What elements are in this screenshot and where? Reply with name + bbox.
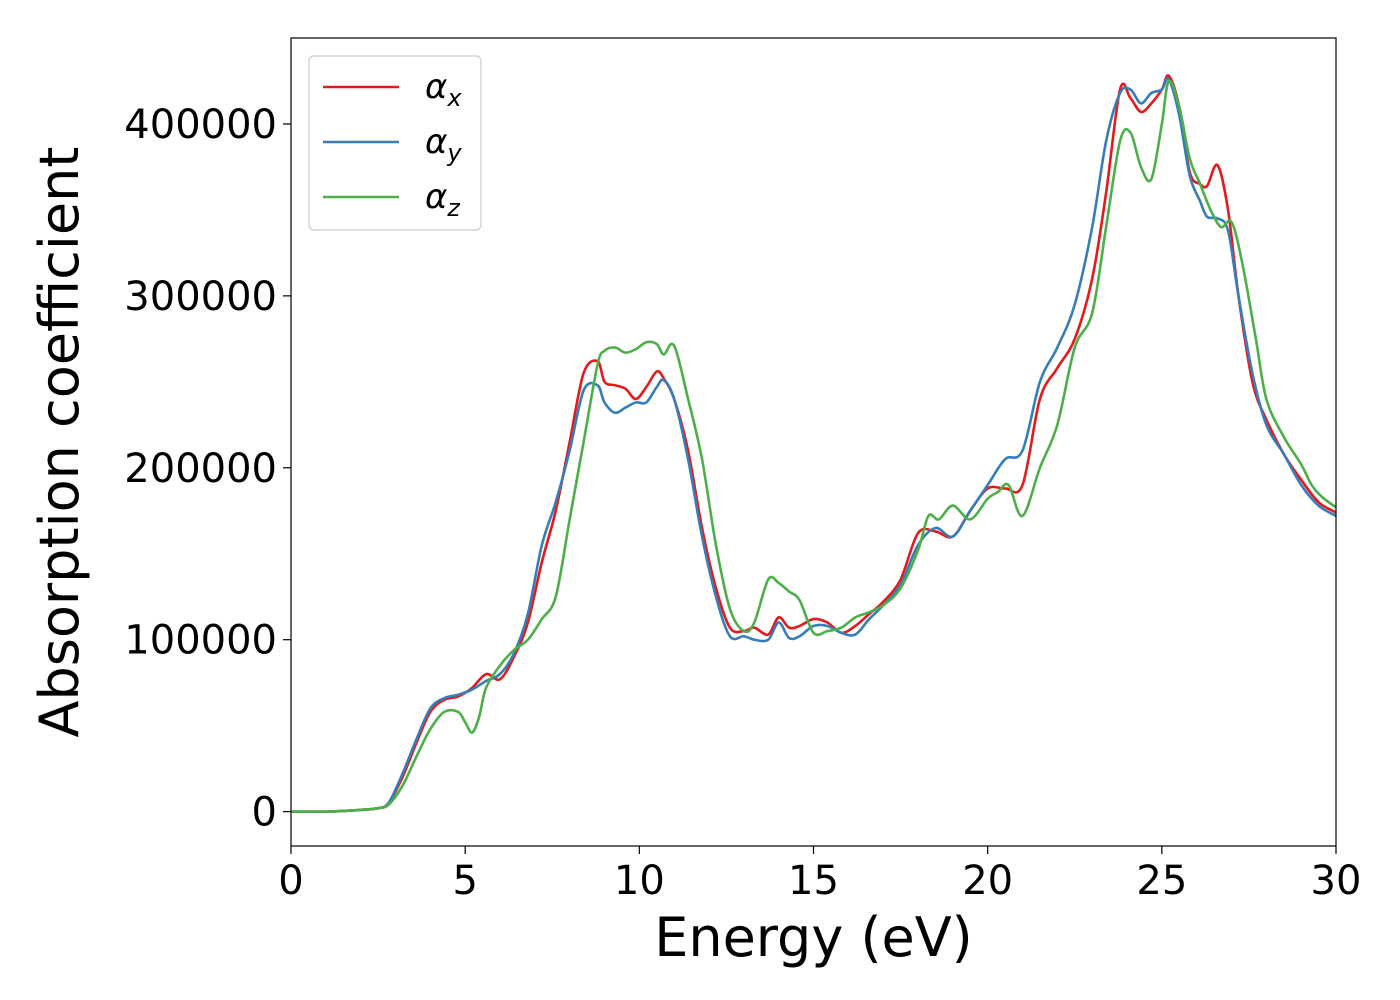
x-tick-label: 25 (1136, 858, 1187, 904)
x-tick-label: 20 (962, 858, 1013, 904)
plot-area (291, 74, 1336, 814)
legend-label-alpha-y: αy (425, 122, 462, 167)
axes: 0 5 10 15 20 25 30 0 100000 200000 300000 400000 (124, 37, 1362, 904)
y-tick-label: 300000 (124, 274, 277, 320)
x-tick-label: 5 (452, 858, 477, 904)
series-lines (291, 74, 1336, 814)
y-tick-label: 200000 (124, 446, 277, 492)
x-tick-label: 0 (278, 858, 303, 904)
y-tick-label: 400000 (124, 102, 277, 148)
legend-label-alpha-z: αz (425, 177, 461, 222)
y-axis-title: Absorption coefficient (28, 147, 91, 738)
legend-label-alpha-x: αx (425, 67, 462, 112)
x-tick-label: 15 (788, 858, 839, 904)
series-line-alpha-z (291, 79, 1336, 814)
legend: αx αy αz (308, 55, 482, 231)
x-tick-label: 30 (1311, 858, 1362, 904)
x-tick-label: 10 (614, 858, 665, 904)
y-tick-label: 100000 (124, 618, 277, 664)
y-tick-label: 0 (252, 790, 277, 836)
x-axis-title: Energy (eV) (654, 906, 973, 969)
